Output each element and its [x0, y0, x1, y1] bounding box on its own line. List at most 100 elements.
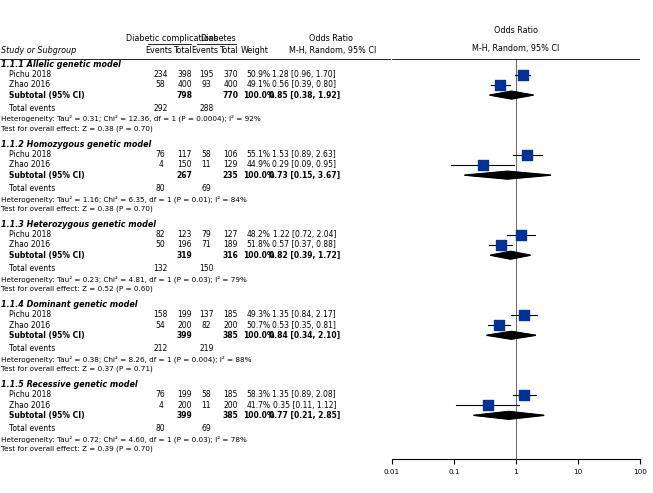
- Text: 1.28 [0.96, 1.70]: 1.28 [0.96, 1.70]: [272, 70, 336, 79]
- Text: Test for overall effect: Z = 0.52 (P = 0.60): Test for overall effect: Z = 0.52 (P = 0…: [1, 286, 153, 292]
- Text: 158: 158: [153, 310, 168, 319]
- Text: M-H, Random, 95% CI: M-H, Random, 95% CI: [289, 46, 376, 55]
- Text: 370: 370: [223, 70, 238, 79]
- Text: 76: 76: [156, 390, 165, 399]
- Text: 398: 398: [178, 70, 192, 79]
- Text: Total: Total: [174, 46, 192, 55]
- Text: 127: 127: [223, 230, 238, 239]
- Text: 399: 399: [177, 331, 193, 340]
- Text: Zhao 2016: Zhao 2016: [9, 80, 50, 89]
- Text: Heterogeneity: Tau² = 0.31; Chi² = 12.36, df = 1 (P = 0.0004); I² = 92%: Heterogeneity: Tau² = 0.31; Chi² = 12.36…: [1, 115, 261, 122]
- Text: Heterogeneity: Tau² = 0.72; Chi² = 4.60, df = 1 (P = 0.03); I² = 78%: Heterogeneity: Tau² = 0.72; Chi² = 4.60,…: [1, 435, 247, 443]
- Text: Zhao 2016: Zhao 2016: [9, 320, 50, 329]
- Text: 185: 185: [223, 310, 238, 319]
- Text: 0.77 [0.21, 2.85]: 0.77 [0.21, 2.85]: [268, 411, 340, 420]
- Text: Pichu 2018: Pichu 2018: [9, 150, 52, 159]
- Text: Test for overall effect: Z = 0.38 (P = 0.70): Test for overall effect: Z = 0.38 (P = 0…: [1, 206, 153, 212]
- Text: 200: 200: [178, 320, 192, 329]
- Text: Odds Ratio: Odds Ratio: [309, 34, 353, 43]
- Text: Weight: Weight: [241, 46, 268, 55]
- Text: 0.35 [0.11, 1.12]: 0.35 [0.11, 1.12]: [272, 401, 336, 410]
- Text: 41.7%: 41.7%: [247, 401, 270, 410]
- Text: Subtotal (95% CI): Subtotal (95% CI): [9, 251, 85, 260]
- Text: 195: 195: [199, 70, 214, 79]
- Text: 11: 11: [202, 160, 211, 170]
- Text: 385: 385: [223, 331, 238, 340]
- Text: 11: 11: [202, 401, 211, 410]
- Text: 0.53 [0.35, 0.81]: 0.53 [0.35, 0.81]: [272, 320, 336, 329]
- Text: Heterogeneity: Tau² = 1.16; Chi² = 6.35, df = 1 (P = 0.01); I² = 84%: Heterogeneity: Tau² = 1.16; Chi² = 6.35,…: [1, 195, 247, 203]
- Text: 0.57 [0.37, 0.88]: 0.57 [0.37, 0.88]: [272, 241, 336, 249]
- Text: 58: 58: [202, 390, 211, 399]
- Text: Pichu 2018: Pichu 2018: [9, 390, 52, 399]
- Text: 212: 212: [153, 344, 168, 353]
- Text: 798: 798: [177, 91, 193, 100]
- Text: 54: 54: [156, 320, 165, 329]
- Text: 55.1%: 55.1%: [247, 150, 270, 159]
- Text: 106: 106: [223, 150, 238, 159]
- Text: 219: 219: [199, 344, 214, 353]
- Text: Test for overall effect: Z = 0.39 (P = 0.70): Test for overall effect: Z = 0.39 (P = 0…: [1, 446, 153, 453]
- Text: 319: 319: [177, 251, 193, 260]
- Text: 50.9%: 50.9%: [247, 70, 270, 79]
- Point: [495, 81, 505, 89]
- Text: Total events: Total events: [9, 104, 56, 113]
- Polygon shape: [490, 91, 534, 99]
- Text: 196: 196: [178, 241, 192, 249]
- Text: 189: 189: [223, 241, 238, 249]
- Text: Zhao 2016: Zhao 2016: [9, 401, 50, 410]
- Text: 1.1.3 Heterozygous genetic model: 1.1.3 Heterozygous genetic model: [1, 220, 156, 229]
- Text: 80: 80: [156, 424, 165, 433]
- Point: [522, 151, 533, 159]
- Text: 117: 117: [178, 150, 192, 159]
- Text: 93: 93: [202, 80, 211, 89]
- Point: [494, 321, 504, 329]
- Text: Subtotal (95% CI): Subtotal (95% CI): [9, 331, 85, 340]
- Point: [516, 231, 526, 239]
- Text: Pichu 2018: Pichu 2018: [9, 310, 52, 319]
- Text: Total events: Total events: [9, 264, 56, 273]
- Text: Total events: Total events: [9, 184, 56, 193]
- Text: 69: 69: [202, 424, 211, 433]
- Text: 399: 399: [177, 411, 193, 420]
- Text: 58: 58: [202, 150, 211, 159]
- Text: 44.9%: 44.9%: [247, 160, 270, 170]
- Text: 82: 82: [156, 230, 165, 239]
- Point: [483, 401, 493, 409]
- Text: 267: 267: [177, 171, 193, 179]
- Text: Heterogeneity: Tau² = 0.23; Chi² = 4.81, df = 1 (P = 0.03); I² = 79%: Heterogeneity: Tau² = 0.23; Chi² = 4.81,…: [1, 275, 247, 282]
- Point: [518, 391, 529, 399]
- Text: Odds Ratio: Odds Ratio: [494, 26, 538, 35]
- Text: Total: Total: [219, 46, 238, 55]
- Text: 51.8%: 51.8%: [247, 241, 270, 249]
- Text: Zhao 2016: Zhao 2016: [9, 241, 50, 249]
- Polygon shape: [465, 171, 551, 179]
- Text: 1.35 [0.89, 2.08]: 1.35 [0.89, 2.08]: [272, 390, 336, 399]
- Text: Heterogeneity: Tau² = 0.38; Chi² = 8.26, df = 1 (P = 0.004); I² = 88%: Heterogeneity: Tau² = 0.38; Chi² = 8.26,…: [1, 355, 252, 363]
- Text: 132: 132: [153, 264, 168, 273]
- Text: Total events: Total events: [9, 424, 56, 433]
- Text: 199: 199: [178, 310, 192, 319]
- Text: 288: 288: [199, 104, 214, 113]
- Text: 58.3%: 58.3%: [247, 390, 270, 399]
- Point: [518, 311, 529, 318]
- Text: 0.82 [0.39, 1.72]: 0.82 [0.39, 1.72]: [268, 251, 340, 260]
- Text: 1.1.5 Recessive genetic model: 1.1.5 Recessive genetic model: [1, 380, 138, 389]
- Text: Pichu 2018: Pichu 2018: [9, 70, 52, 79]
- Text: 385: 385: [223, 411, 238, 420]
- Text: 79: 79: [202, 230, 211, 239]
- Text: 129: 129: [223, 160, 238, 170]
- Text: 82: 82: [202, 320, 211, 329]
- Text: 316: 316: [223, 251, 238, 260]
- Text: 71: 71: [202, 241, 211, 249]
- Text: Events: Events: [191, 46, 218, 55]
- Text: 48.2%: 48.2%: [247, 230, 270, 239]
- Text: Diabetic complications: Diabetic complications: [127, 34, 218, 43]
- Text: Total events: Total events: [9, 344, 56, 353]
- Text: Subtotal (95% CI): Subtotal (95% CI): [9, 411, 85, 420]
- Text: Subtotal (95% CI): Subtotal (95% CI): [9, 171, 85, 179]
- Text: 185: 185: [223, 390, 238, 399]
- Text: 76: 76: [156, 150, 165, 159]
- Text: 400: 400: [178, 80, 192, 89]
- Text: 50: 50: [156, 241, 165, 249]
